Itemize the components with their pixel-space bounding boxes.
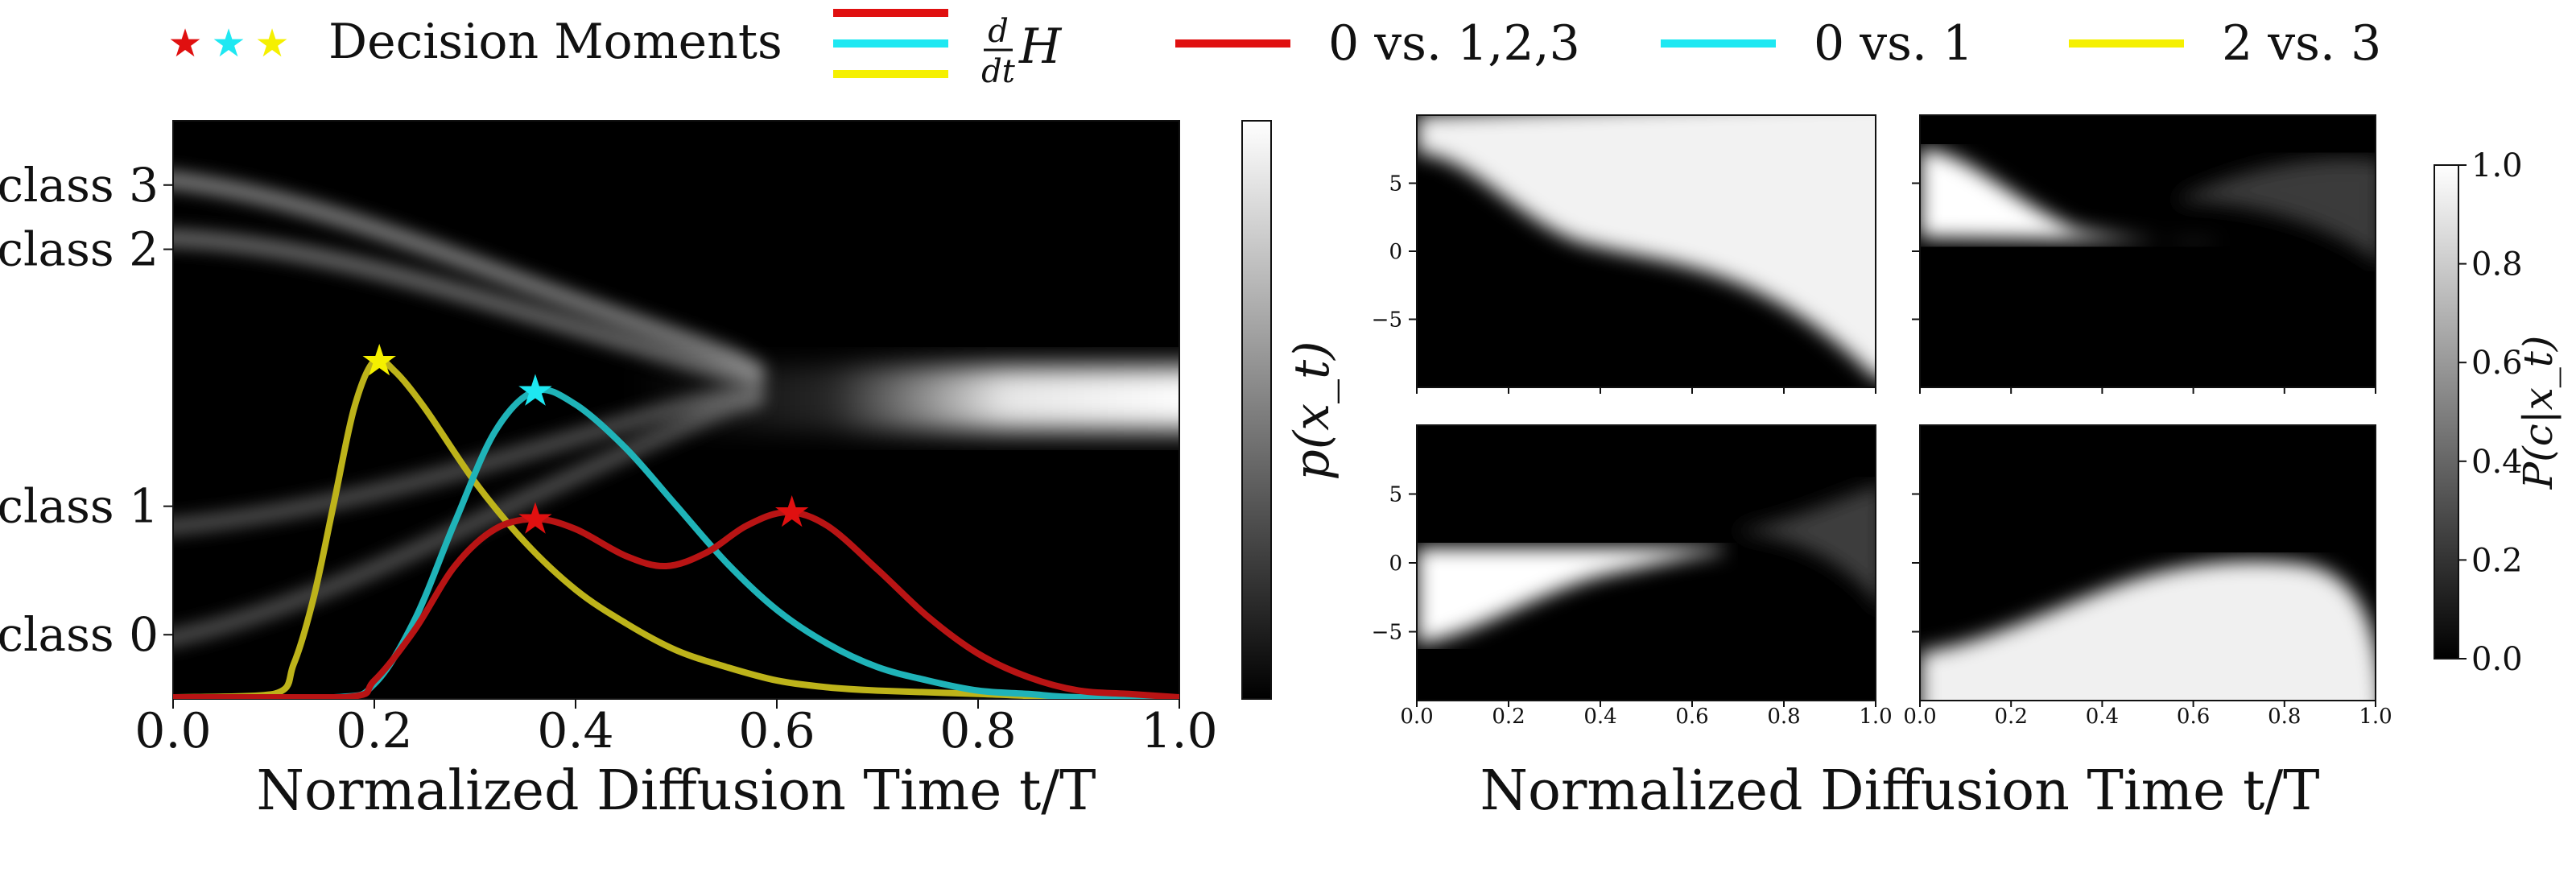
left-x-tick-label: 0.6	[738, 703, 815, 759]
right-colorbar-tick-label: 0.8	[2471, 246, 2523, 283]
legend-star-cyan-icon: ★	[211, 21, 246, 66]
right-x-tick-label: 0.2	[1492, 705, 1525, 729]
right-colorbar-tick-label: 0.2	[2471, 542, 2523, 579]
left-x-tick-label: 0.2	[336, 703, 412, 759]
right-y-tick-label: 0	[1389, 552, 1402, 576]
left-y-class-label: class 1	[0, 479, 159, 534]
left-axes-frame	[172, 120, 1180, 700]
right-colorbar-tick-label: 0.4	[2471, 444, 2523, 481]
right-y-tick-label: 0	[1389, 240, 1402, 264]
left-colorbar	[1241, 120, 1272, 700]
curve-0-vs-1-2-3	[173, 509, 1179, 699]
right-x-tick-label: 1.0	[1859, 705, 1892, 729]
left-colorbar-label: p(x_t)	[1284, 341, 1340, 480]
left-x-tick-label: 0.8	[939, 703, 1016, 759]
subplot-top-left-region	[1417, 115, 1876, 378]
peak-star-0-vs-1-icon: ★	[516, 366, 555, 416]
legend: ★ ★ ★ Decision Moments d dt H 0 vs. 1,2,…	[167, 9, 2381, 90]
left-x-ticks: 0.0 0.2 0.4 0.6 0.8 1.0	[134, 699, 1218, 759]
right-colorbar	[2434, 164, 2459, 660]
subplot-top-left	[1416, 114, 1876, 388]
subplot-bottom-left-diffuse	[1731, 486, 1876, 602]
legend-star-red-icon: ★	[167, 21, 202, 66]
right-colorbar-label: P(c|x_t)	[2515, 336, 2562, 490]
left-x-tick-label: 0.4	[537, 703, 613, 759]
left-curves	[173, 355, 1179, 699]
subplot-top-right-region	[1920, 149, 2222, 242]
right-x-tick-label: 0.4	[2086, 705, 2119, 729]
right-y-ticks: 5 0 −5 5 0 −5	[1372, 172, 1920, 645]
peak-star-0-vs-123-1-icon: ★	[773, 486, 811, 537]
right-x-ticks: 0.0 0.2 0.4 0.6 0.8 1.0 0.0 0.2 0.4 0.6 0.8 1.0	[1400, 387, 2392, 729]
right-x-tick-label: 0.6	[2177, 705, 2210, 729]
left-y-class-label: class 0	[0, 607, 159, 662]
legend-label-0-vs-1: 0 vs. 1	[1814, 15, 1973, 72]
right-x-tick-label: 0.0	[1400, 705, 1433, 729]
right-y-tick-label: −5	[1372, 308, 1402, 333]
legend-label-2-vs-3: 2 vs. 3	[2222, 15, 2381, 72]
right-x-axis-label: Normalized Diffusion Time t/T	[1480, 759, 2319, 823]
right-x-tick-label: 0.2	[1995, 705, 2028, 729]
left-x-axis-label: Normalized Diffusion Time t/T	[256, 759, 1096, 823]
right-x-tick-label: 0.4	[1583, 705, 1616, 729]
legend-derivative-num: d	[988, 13, 1009, 50]
legend-label-0-vs-123: 0 vs. 1,2,3	[1328, 15, 1580, 72]
right-panel: 50−550−5 0.0 0.2 0.4 0.6 0.8 1.0 0.0 0.2 0.4 0.6 0…	[1372, 114, 2562, 823]
legend-derivative-var: H	[1018, 19, 1063, 75]
subplot-bottom-left-region	[1417, 548, 1723, 644]
right-colorbar-tick-label: 0.6	[2471, 345, 2523, 382]
subplot-top-right	[1919, 114, 2376, 388]
right-y-tick-label: 5	[1389, 172, 1402, 196]
right-colorbar-tick-label: 0.0	[2471, 641, 2523, 678]
left-y-labels: class 3 class 2 class 1 class 0	[0, 158, 173, 662]
peak-star-2-vs-3-icon: ★	[360, 335, 398, 386]
density-merged-band	[628, 366, 1179, 431]
legend-decision-moments-label: Decision Moments	[328, 14, 782, 70]
right-x-tick-label: 0.8	[2268, 705, 2301, 729]
right-x-tick-label: 0.8	[1767, 705, 1800, 729]
right-y-tick-label: −5	[1372, 621, 1402, 645]
subplot-top-right-diffuse	[2174, 158, 2376, 260]
left-x-tick-label: 0.0	[134, 703, 211, 759]
density-path-class-3	[173, 172, 765, 378]
right-colorbar-tick-label: 1.0	[2471, 147, 2523, 184]
right-x-tick-label: 0.6	[1675, 705, 1708, 729]
right-y-tick-label: 5	[1389, 483, 1402, 507]
legend-derivative-label: d dt H	[981, 13, 1063, 90]
right-x-tick-label: 1.0	[2359, 705, 2392, 729]
left-y-class-label: class 3	[0, 158, 159, 213]
left-heatmap-density	[173, 172, 1179, 647]
subplot-bottom-right	[1919, 424, 2376, 701]
legend-derivative-den: dt	[981, 53, 1016, 90]
right-colorbar-ticks: 0.0 0.2 0.4 0.6 0.8 1.0	[2458, 147, 2523, 678]
left-x-tick-label: 1.0	[1141, 703, 1217, 759]
subplot-bottom-right-region	[1920, 560, 2376, 701]
peak-star-0-vs-123-0-icon: ★	[516, 493, 555, 544]
subplot-bottom-left	[1416, 424, 1876, 701]
right-x-tick-label: 0.0	[1903, 705, 1936, 729]
left-peak-stars: ★ ★ ★ ★	[360, 335, 811, 544]
legend-star-yellow-icon: ★	[254, 21, 289, 66]
left-y-class-label: class 2	[0, 222, 159, 277]
curve-2-vs-3	[173, 355, 1179, 699]
